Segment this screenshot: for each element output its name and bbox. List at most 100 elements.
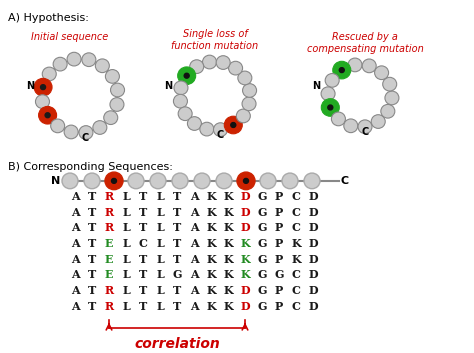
Text: K: K	[206, 253, 216, 265]
Text: A: A	[71, 238, 79, 249]
Text: C: C	[341, 176, 349, 186]
Text: D: D	[308, 222, 318, 233]
Text: D: D	[308, 238, 318, 249]
Text: L: L	[122, 222, 130, 233]
Text: A: A	[71, 300, 79, 312]
Text: K: K	[240, 253, 250, 265]
Text: L: L	[156, 191, 164, 202]
Text: A: A	[71, 207, 79, 218]
Text: L: L	[122, 191, 130, 202]
Text: A: A	[71, 285, 79, 296]
Text: G: G	[257, 253, 267, 265]
Text: L: L	[156, 285, 164, 296]
Circle shape	[216, 56, 230, 70]
Circle shape	[237, 172, 255, 190]
Text: D: D	[240, 191, 250, 202]
Text: K: K	[223, 191, 233, 202]
Circle shape	[174, 81, 188, 95]
Circle shape	[244, 179, 248, 183]
Text: correlation: correlation	[134, 337, 220, 351]
Text: K: K	[240, 269, 250, 280]
Circle shape	[325, 73, 339, 87]
Text: K: K	[291, 253, 301, 265]
Circle shape	[111, 179, 117, 183]
Text: B) Corresponding Sequences:: B) Corresponding Sequences:	[8, 162, 173, 172]
Text: G: G	[257, 222, 267, 233]
Circle shape	[202, 55, 217, 69]
Circle shape	[348, 58, 362, 72]
Text: P: P	[275, 222, 283, 233]
Text: K: K	[223, 285, 233, 296]
Circle shape	[128, 173, 144, 189]
Circle shape	[374, 66, 389, 79]
Circle shape	[42, 67, 56, 81]
Text: K: K	[240, 238, 250, 249]
Text: T: T	[173, 207, 181, 218]
Circle shape	[237, 109, 250, 123]
Text: T: T	[88, 222, 96, 233]
Text: E: E	[105, 253, 113, 265]
Circle shape	[282, 173, 298, 189]
Text: G: G	[257, 285, 267, 296]
Text: A) Hypothesis:: A) Hypothesis:	[8, 13, 89, 23]
Text: D: D	[240, 285, 250, 296]
Text: P: P	[275, 238, 283, 249]
Text: D: D	[240, 207, 250, 218]
Text: G: G	[257, 269, 267, 280]
Text: T: T	[88, 269, 96, 280]
Text: T: T	[139, 300, 147, 312]
Text: T: T	[139, 207, 147, 218]
Circle shape	[228, 61, 243, 75]
Text: T: T	[139, 222, 147, 233]
Circle shape	[371, 115, 385, 128]
Text: K: K	[206, 238, 216, 249]
Text: K: K	[206, 300, 216, 312]
Text: A: A	[190, 207, 198, 218]
Text: K: K	[206, 222, 216, 233]
Circle shape	[344, 119, 358, 133]
Text: K: K	[223, 300, 233, 312]
Text: T: T	[88, 238, 96, 249]
Text: A: A	[190, 191, 198, 202]
Text: A: A	[71, 191, 79, 202]
Circle shape	[383, 77, 397, 91]
Text: C: C	[361, 127, 369, 137]
Text: L: L	[156, 222, 164, 233]
Text: A: A	[71, 253, 79, 265]
Circle shape	[45, 113, 50, 118]
Circle shape	[242, 97, 256, 110]
Text: P: P	[275, 207, 283, 218]
Text: C: C	[292, 222, 301, 233]
Text: N: N	[312, 81, 320, 91]
Circle shape	[331, 112, 346, 126]
Text: A: A	[190, 300, 198, 312]
Text: R: R	[104, 300, 114, 312]
Text: C: C	[216, 130, 224, 140]
Text: E: E	[105, 269, 113, 280]
Text: D: D	[308, 269, 318, 280]
Text: Initial sequence: Initial sequence	[31, 32, 109, 42]
Text: T: T	[139, 285, 147, 296]
Text: K: K	[223, 222, 233, 233]
Text: C: C	[292, 285, 301, 296]
Circle shape	[64, 125, 78, 139]
Circle shape	[339, 68, 344, 73]
Text: K: K	[206, 285, 216, 296]
Circle shape	[333, 61, 351, 79]
Circle shape	[173, 94, 187, 108]
Text: R: R	[104, 285, 114, 296]
Text: K: K	[206, 191, 216, 202]
Text: P: P	[275, 253, 283, 265]
Circle shape	[358, 120, 372, 133]
Text: C: C	[82, 133, 89, 143]
Text: D: D	[240, 222, 250, 233]
Text: K: K	[206, 269, 216, 280]
Text: T: T	[173, 222, 181, 233]
Circle shape	[105, 172, 123, 190]
Text: L: L	[156, 300, 164, 312]
Circle shape	[178, 67, 196, 84]
Circle shape	[150, 173, 166, 189]
Circle shape	[95, 59, 109, 73]
Circle shape	[110, 83, 125, 97]
Text: L: L	[156, 238, 164, 249]
